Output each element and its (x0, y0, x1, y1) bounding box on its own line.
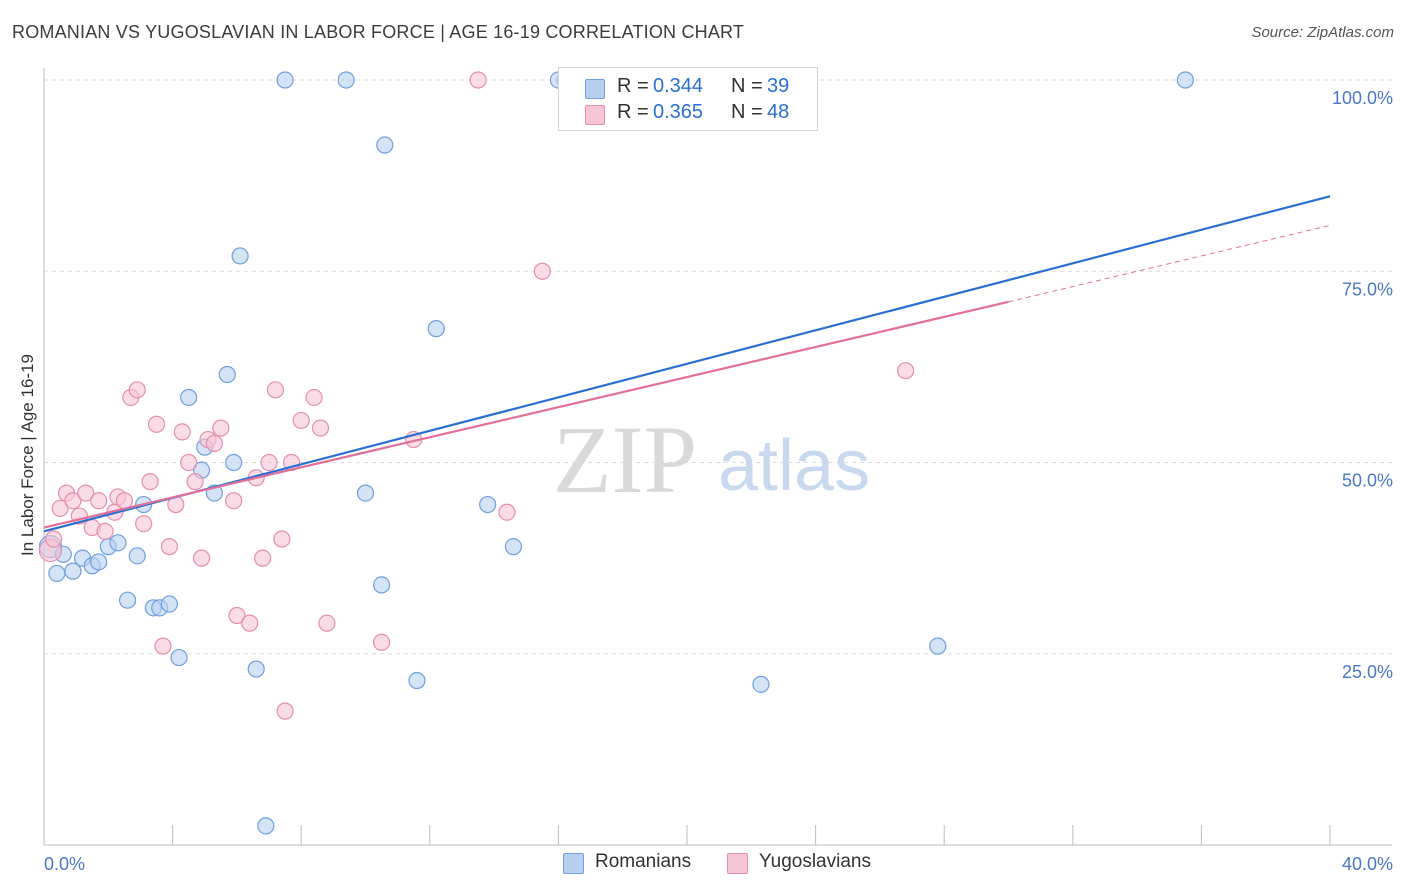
axes (43, 68, 1392, 846)
y-tick-label-75: 75.0% (1342, 279, 1393, 299)
yugoslavian-point-1 (45, 530, 63, 548)
trend-lines (43, 195, 1331, 533)
romanian-point-14 (160, 595, 178, 613)
legend-item-yugoslavians[interactable]: Yugoslavians (727, 851, 871, 874)
legend-r-value-2: 0.365 (653, 101, 704, 123)
yugoslavian-point-4 (64, 492, 82, 510)
yugoslavian-point-39 (305, 388, 323, 407)
romanian-point-37 (1176, 71, 1194, 89)
yugoslavian-point-47 (897, 362, 915, 380)
romanian-point-35 (752, 675, 770, 693)
legend-n-value-1: 39 (767, 75, 790, 97)
yugoslavians-legend-swatch (727, 853, 748, 874)
romanians-trend-line (43, 195, 1331, 533)
romanian-point-9 (118, 591, 137, 609)
chart-title: ROMANIAN VS YUGOSLAVIAN IN LABOR FORCE |… (12, 22, 745, 42)
yugoslavian-point-26 (205, 434, 223, 452)
legend-n-label-1: N = (731, 75, 763, 97)
romanian-point-20 (218, 365, 236, 384)
yugoslavian-point-14 (128, 381, 146, 399)
y-tick-label-25: 25.0% (1342, 662, 1393, 682)
tick-labels: 25.0% 50.0% 75.0% 100.0% 0.0% 40.0% (44, 88, 1393, 874)
romanian-point-29 (376, 136, 394, 154)
yugoslavians-swatch (585, 105, 605, 125)
yugoslavian-point-23 (186, 473, 204, 491)
romanian-point-16 (180, 388, 198, 407)
legend-n-label-2: N = (731, 101, 763, 123)
x-tick-label-start: 0.0% (44, 854, 85, 874)
romanian-point-6 (90, 553, 108, 571)
yugoslavian-point-29 (228, 606, 246, 625)
yugoslavian-point-33 (260, 453, 278, 472)
legend-r-label-1: R = (617, 75, 649, 97)
romanian-point-33 (504, 538, 522, 556)
watermark-zip: ZIP (553, 406, 697, 513)
romanian-point-10 (128, 547, 146, 565)
y-tick-label-50: 50.0% (1342, 471, 1393, 491)
romanian-point-23 (247, 660, 265, 678)
yugoslavian-point-35 (273, 530, 291, 548)
yugoslavian-point-40 (311, 419, 330, 437)
y-axis-title: In Labor Force | Age 16-19 (18, 354, 37, 556)
yugoslavian-point-18 (154, 637, 172, 655)
yugoslavian-point-42 (372, 633, 391, 651)
yugoslavian-point-24 (192, 549, 211, 567)
yugoslavian-point-45 (498, 503, 516, 521)
romanians-legend-swatch (563, 853, 584, 874)
legend-r-value-1: 0.344 (653, 75, 704, 97)
romanian-point-8 (109, 534, 127, 552)
grid-lines (44, 79, 1392, 655)
correlation-legend: R = 0.344 N = 39 R = 0.365 N = 48 (558, 67, 818, 131)
yugoslavian-point-32 (254, 549, 272, 567)
romanian-point-22 (231, 247, 249, 265)
yugoslavian-point-8 (90, 492, 108, 510)
legend-r-label-2: R = (617, 101, 649, 123)
romanian-point-21 (225, 453, 243, 472)
legend-item-romanians[interactable]: Romanians (563, 851, 691, 874)
yugoslavian-point-27 (212, 419, 230, 437)
yugoslavian-point-2 (51, 499, 69, 517)
yugoslavians-trend-extension (1008, 224, 1331, 303)
romanian-point-3 (64, 562, 82, 580)
yugoslavian-point-28 (225, 492, 243, 510)
romanian-point-30 (408, 671, 426, 690)
romanian-point-25 (276, 71, 294, 89)
yugoslavian-point-6 (77, 484, 95, 502)
romanian-point-26 (337, 71, 355, 89)
x-tick-label-end: 40.0% (1342, 854, 1393, 874)
y-tick-label-100: 100.0% (1332, 88, 1393, 108)
romanian-point-31 (427, 320, 445, 338)
romanian-point-24 (257, 817, 275, 835)
yugoslavian-point-44 (469, 71, 487, 89)
yugoslavian-point-34 (266, 381, 285, 399)
yugoslavians-trend-line (43, 300, 1009, 529)
legend-n-value-2: 48 (767, 101, 790, 123)
yugoslavian-point-19 (160, 538, 178, 556)
yugoslavian-point-9 (96, 522, 114, 540)
yugoslavian-point-30 (241, 614, 259, 632)
romanian-point-1 (48, 564, 66, 583)
romanian-point-15 (170, 648, 188, 667)
yugoslavian-point-15 (135, 515, 153, 533)
romanian-point-36 (929, 637, 947, 655)
yugoslavian-point-41 (318, 614, 336, 632)
yugoslavians-legend-label: Yugoslavians (759, 851, 871, 872)
yugoslavian-point-17 (147, 415, 166, 433)
romanian-point-28 (372, 576, 391, 594)
romanian-point-32 (479, 495, 497, 514)
yugoslavian-point-38 (292, 411, 310, 430)
yugoslavian-point-46 (533, 262, 551, 280)
yugoslavian-point-16 (141, 473, 159, 491)
yugoslavian-point-22 (180, 453, 198, 472)
romanian-point-27 (356, 484, 375, 502)
romanians-swatch (585, 79, 605, 99)
source-label: Source: ZipAtlas.com (1251, 24, 1394, 41)
watermark-atlas: atlas (718, 426, 870, 506)
romanians-legend-label: Romanians (595, 851, 692, 872)
yugoslavian-point-36 (276, 702, 294, 720)
yugoslavian-point-21 (173, 423, 191, 441)
